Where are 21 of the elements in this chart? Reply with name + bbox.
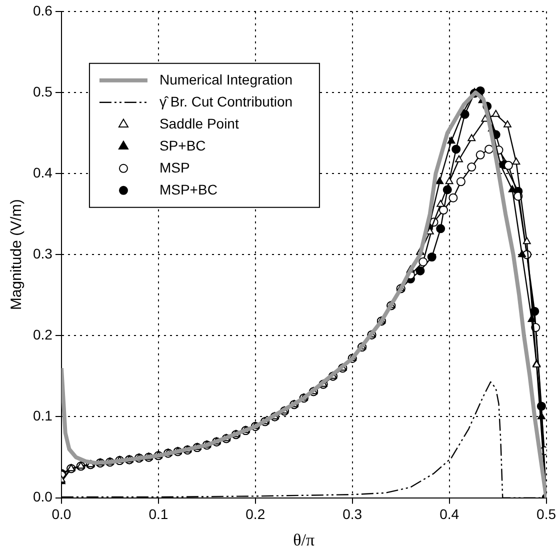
legend-label: MSP: [159, 159, 190, 176]
x-axis-title: θ/π: [293, 530, 316, 550]
x-tick-label: 0.2: [246, 506, 266, 522]
y-tick-label: 0.5: [32, 83, 53, 100]
legend-label: MSP+BC: [159, 181, 218, 198]
legend-label: Saddle Point: [159, 115, 239, 132]
y-tick-label: 0.4: [32, 164, 53, 180]
x-tick-label: 0.1: [148, 506, 168, 522]
y-tick-label: 0.6: [32, 2, 53, 18]
y-tick-label: 0.2: [32, 326, 53, 343]
legend-label: Numerical Integration: [159, 71, 293, 88]
x-tick-label: 0.5: [536, 506, 556, 522]
y-tick-label: 0.3: [32, 245, 53, 262]
y-tick-label: 0.1: [32, 408, 53, 424]
legend-label: SP+BC: [159, 137, 206, 154]
y-tick-label: 0.0: [32, 488, 53, 505]
y-axis-title: Magnitude (V/m): [8, 199, 26, 310]
x-tick-label: 0.4: [440, 506, 460, 522]
legend-label: γ̂ Br. Cut Contribution: [159, 93, 293, 110]
x-tick-label: 0.3: [342, 506, 362, 522]
x-tick-label: 0.0: [52, 506, 72, 522]
